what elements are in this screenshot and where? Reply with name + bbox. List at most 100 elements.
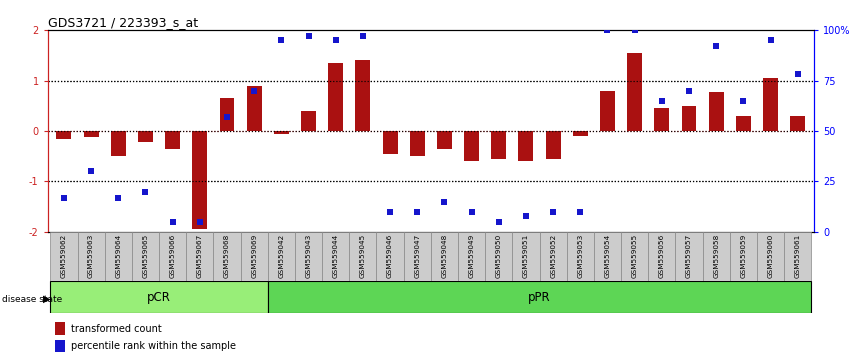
Bar xyxy=(430,232,458,281)
Text: GSM559055: GSM559055 xyxy=(631,233,637,278)
Bar xyxy=(78,232,105,281)
Bar xyxy=(213,232,241,281)
Point xyxy=(383,209,397,215)
Point xyxy=(329,38,343,43)
Text: pPR: pPR xyxy=(528,291,551,304)
Point xyxy=(519,213,533,218)
Bar xyxy=(295,232,322,281)
Bar xyxy=(784,232,811,281)
Bar xyxy=(56,131,71,138)
Point xyxy=(248,88,262,93)
Bar xyxy=(186,232,213,281)
Point xyxy=(465,209,479,215)
Bar xyxy=(594,232,621,281)
Text: GSM559042: GSM559042 xyxy=(278,233,284,278)
Text: GSM559043: GSM559043 xyxy=(306,233,312,278)
Bar xyxy=(464,131,479,161)
Bar xyxy=(736,116,751,131)
Bar xyxy=(165,131,180,149)
Text: GSM559065: GSM559065 xyxy=(143,233,148,278)
Text: GSM559044: GSM559044 xyxy=(333,233,339,278)
Text: GSM559047: GSM559047 xyxy=(414,233,420,278)
Text: GSM559045: GSM559045 xyxy=(360,233,366,278)
Text: GSM559067: GSM559067 xyxy=(197,233,203,278)
Bar xyxy=(485,232,513,281)
Text: GSM559063: GSM559063 xyxy=(88,233,94,278)
Bar xyxy=(50,232,78,281)
Bar xyxy=(268,232,295,281)
Bar xyxy=(383,131,397,154)
Text: GSM559069: GSM559069 xyxy=(251,233,257,278)
Point xyxy=(112,195,126,200)
Bar xyxy=(572,131,588,136)
Bar xyxy=(328,63,343,131)
Text: GSM559050: GSM559050 xyxy=(495,233,501,278)
Point xyxy=(193,219,207,225)
Point xyxy=(220,114,234,120)
Bar xyxy=(301,111,316,131)
Text: GSM559058: GSM559058 xyxy=(714,233,719,278)
Text: GSM559064: GSM559064 xyxy=(115,233,121,278)
Bar xyxy=(546,131,560,159)
Point xyxy=(573,209,587,215)
Bar xyxy=(55,340,65,352)
Bar xyxy=(138,131,153,142)
Bar xyxy=(322,232,349,281)
Text: GSM559054: GSM559054 xyxy=(604,233,611,278)
Point xyxy=(682,88,696,93)
Bar xyxy=(655,108,669,131)
Bar xyxy=(458,232,485,281)
Point xyxy=(410,209,424,215)
Point xyxy=(736,98,750,104)
Bar xyxy=(600,91,615,131)
Point xyxy=(655,98,669,104)
Bar xyxy=(791,116,805,131)
Text: GSM559062: GSM559062 xyxy=(61,233,67,278)
Text: GSM559060: GSM559060 xyxy=(767,233,773,278)
Text: ▶: ▶ xyxy=(43,294,51,304)
Text: GDS3721 / 223393_s_at: GDS3721 / 223393_s_at xyxy=(48,16,197,29)
Text: GSM559057: GSM559057 xyxy=(686,233,692,278)
Bar xyxy=(566,232,594,281)
Bar xyxy=(675,232,702,281)
Bar xyxy=(708,92,724,131)
Bar xyxy=(702,232,730,281)
Text: GSM559066: GSM559066 xyxy=(170,233,176,278)
Bar xyxy=(763,78,778,131)
Bar xyxy=(730,232,757,281)
Bar xyxy=(682,106,696,131)
Bar xyxy=(268,281,811,313)
Bar xyxy=(241,232,268,281)
Bar xyxy=(491,131,507,159)
Point xyxy=(57,195,71,200)
Point xyxy=(301,33,315,39)
Point xyxy=(546,209,560,215)
Text: GSM559046: GSM559046 xyxy=(387,233,393,278)
Point xyxy=(275,38,288,43)
Bar xyxy=(513,232,540,281)
Bar xyxy=(274,131,289,133)
Bar xyxy=(55,322,65,335)
Text: GSM559059: GSM559059 xyxy=(740,233,746,278)
Text: GSM559056: GSM559056 xyxy=(659,233,665,278)
Bar xyxy=(84,131,99,137)
Point xyxy=(139,189,152,194)
Bar xyxy=(519,131,533,161)
Text: disease state: disease state xyxy=(2,295,62,304)
Point xyxy=(356,33,370,39)
Bar xyxy=(627,53,643,131)
Bar xyxy=(219,98,235,131)
Point xyxy=(791,72,805,77)
Point xyxy=(764,38,778,43)
Text: GSM559049: GSM559049 xyxy=(469,233,475,278)
Bar xyxy=(377,232,404,281)
Point xyxy=(600,27,614,33)
Text: GSM559051: GSM559051 xyxy=(523,233,529,278)
Bar xyxy=(355,61,371,131)
Text: transformed count: transformed count xyxy=(71,324,162,333)
Bar xyxy=(159,232,186,281)
Bar xyxy=(757,232,784,281)
Point xyxy=(492,219,506,225)
Point xyxy=(84,169,98,174)
Text: GSM559052: GSM559052 xyxy=(550,233,556,278)
